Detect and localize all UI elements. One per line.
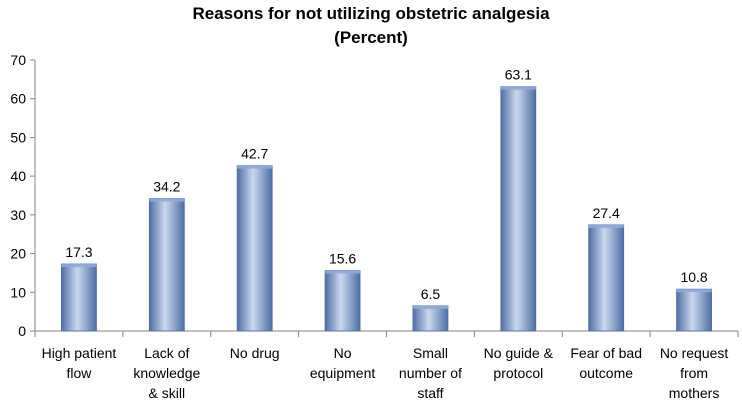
category-label: number of: [399, 365, 462, 381]
chart-title: Reasons for not utilizing obstetric anal…: [0, 2, 742, 50]
bars: [61, 86, 712, 332]
data-label: 63.1: [505, 67, 532, 83]
category-label: Small: [413, 345, 448, 361]
y-tick-label: 20: [10, 246, 26, 262]
bar: [61, 263, 97, 332]
category-label: High patient: [42, 345, 117, 361]
bar-cap: [237, 165, 273, 169]
category-label: mothers: [669, 385, 720, 401]
y-tick-label: 40: [10, 168, 26, 184]
bar-cap: [325, 270, 361, 274]
category-label: No drug: [230, 345, 280, 361]
y-tick-label: 70: [10, 52, 26, 68]
category-label: knowledge: [133, 365, 200, 381]
bar: [324, 270, 361, 332]
category-label: Fear of bad: [570, 345, 642, 361]
bar: [412, 305, 449, 332]
category-label: equipment: [310, 365, 375, 381]
category-label: from: [680, 365, 708, 381]
bar: [500, 86, 537, 332]
bar-cap: [149, 198, 185, 202]
y-tick-label: 50: [10, 129, 26, 145]
bar: [148, 198, 185, 332]
data-label: 27.4: [593, 205, 620, 221]
chart-subtitle: (Percent): [334, 28, 408, 47]
bar-cap: [500, 86, 536, 90]
y-tick-label: 0: [18, 323, 26, 339]
data-label: 10.8: [680, 269, 707, 285]
bar-cap: [412, 305, 448, 309]
category-label: Lack of: [144, 345, 189, 361]
y-tick-label: 30: [10, 207, 26, 223]
axes: [30, 59, 739, 337]
bar: [588, 224, 625, 332]
bar: [676, 288, 712, 332]
labels: 0 10 20 30 40 50 60 70 17.3 High patient flow 34.2 L…: [10, 52, 728, 401]
category-label: outcome: [579, 365, 633, 381]
bar-cap: [676, 289, 712, 293]
data-label: 15.6: [329, 251, 356, 267]
bar: [236, 165, 273, 332]
category-label: flow: [66, 365, 92, 381]
bar-cap: [588, 224, 624, 228]
data-label: 17.3: [65, 244, 92, 260]
category-label: protocol: [493, 365, 543, 381]
data-label: 34.2: [153, 179, 180, 195]
y-tick-label: 60: [10, 91, 26, 107]
category-label: No request: [660, 345, 729, 361]
y-tick-label: 10: [10, 284, 26, 300]
chart-title-main: Reasons for not utilizing obstetric anal…: [192, 4, 550, 23]
data-label: 6.5: [421, 286, 441, 302]
category-label: staff: [417, 385, 443, 401]
category-label: No guide &: [484, 345, 554, 361]
bar-cap: [61, 264, 97, 268]
category-label: & skill: [149, 385, 186, 401]
category-label: No: [334, 345, 352, 361]
data-label: 42.7: [241, 146, 268, 162]
